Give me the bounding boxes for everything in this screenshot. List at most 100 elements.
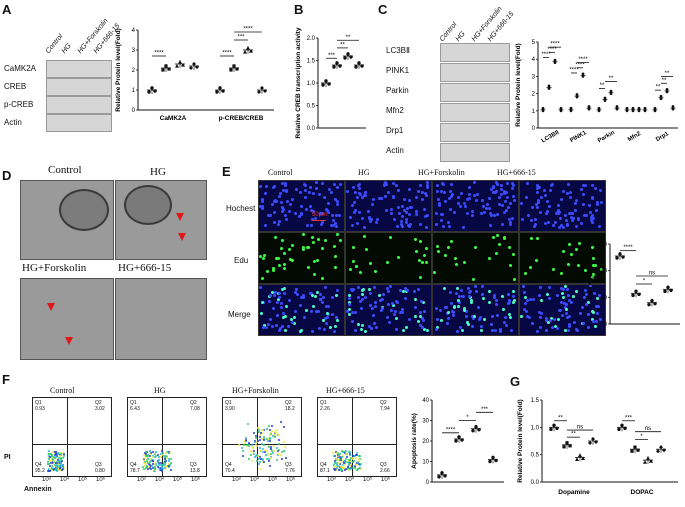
nucleus-dot	[304, 189, 307, 192]
nucleus-dot	[435, 223, 438, 226]
event-dot	[244, 440, 247, 443]
nucleus-dot	[317, 238, 320, 241]
nucleus-dot	[369, 220, 372, 223]
event-dot	[149, 459, 152, 462]
event-dot	[142, 456, 145, 459]
sig-label: **	[571, 432, 576, 438]
event-dot	[352, 458, 355, 461]
nucleus-dot	[488, 257, 491, 260]
event-dot	[62, 466, 65, 469]
event-dot	[270, 450, 273, 453]
nucleus-dot	[374, 301, 377, 304]
em-label: HG	[150, 166, 166, 178]
nucleus-dot	[569, 196, 572, 199]
blot-label: LC3BⅡ	[386, 46, 410, 55]
nucleus-dot	[276, 301, 279, 304]
nucleus-dot	[275, 257, 278, 260]
sig-label: ns	[645, 426, 651, 432]
nucleus-dot	[562, 296, 565, 299]
nucleus-dot	[472, 278, 475, 281]
nucleus-dot	[350, 288, 353, 291]
nucleus-dot	[486, 203, 489, 206]
event-dot	[154, 466, 157, 469]
nucleus-dot	[319, 293, 322, 296]
nucleus-dot	[592, 273, 595, 276]
nucleus-dot	[548, 205, 551, 208]
event-dot	[157, 465, 160, 468]
nucleus-dot	[298, 215, 301, 218]
y-tick-label: 20	[422, 439, 429, 445]
nucleus-dot	[405, 326, 408, 329]
nucleus-dot	[397, 256, 400, 259]
event-dot	[245, 437, 248, 440]
nucleus-dot	[322, 319, 325, 322]
nucleus-dot	[550, 317, 553, 320]
nucleus-dot	[401, 215, 404, 218]
event-dot	[348, 466, 351, 469]
nucleus-dot	[524, 302, 527, 305]
nucleus-dot	[375, 221, 378, 224]
event-dot	[262, 458, 265, 461]
nucleus-dot	[283, 292, 286, 295]
nucleus-dot	[508, 246, 511, 249]
nucleus-dot	[311, 218, 314, 221]
event-dot	[161, 469, 164, 472]
nucleus-dot	[458, 301, 461, 304]
event-dot	[277, 438, 280, 441]
nucleus-dot	[580, 222, 583, 225]
data-point	[615, 256, 619, 260]
event-dot	[359, 467, 362, 470]
event-dot	[57, 466, 60, 469]
event-dot	[354, 467, 357, 470]
nucleus-dot	[327, 211, 330, 214]
event-dot	[164, 455, 167, 458]
event-dot	[253, 431, 256, 434]
nucleus-dot	[526, 182, 529, 185]
event-dot	[267, 453, 270, 456]
y-axis-label: Relative Protein level(Fold)	[515, 43, 522, 126]
event-dot	[358, 454, 361, 457]
nucleus-dot	[372, 314, 375, 317]
nucleus-dot	[436, 245, 439, 248]
event-dot	[282, 440, 285, 443]
nucleus-dot	[357, 184, 360, 187]
nucleus-dot	[348, 294, 351, 297]
nucleus-dot	[266, 270, 269, 273]
flow-cytometry-plot: Q1 0.93 Q2 3.02 Q4 95.2 Q3 0.80	[32, 397, 112, 477]
nucleus-dot	[305, 208, 308, 211]
flow-axis-tick: 10⁶	[381, 477, 391, 483]
event-dot	[47, 468, 50, 471]
nucleus-dot	[386, 316, 389, 319]
event-dot	[142, 468, 145, 471]
quadrant-value: 2.66	[380, 468, 390, 474]
event-dot	[354, 456, 357, 459]
event-dot	[352, 459, 355, 462]
event-dot	[252, 446, 255, 449]
nucleus-dot	[358, 211, 361, 214]
nucleus-dot	[436, 318, 439, 321]
nucleus-dot	[531, 206, 534, 209]
nucleus-dot	[510, 329, 513, 332]
nucleus-dot	[282, 312, 285, 315]
nucleus-dot	[560, 287, 563, 290]
event-dot	[241, 447, 244, 450]
nucleus-dot	[262, 326, 265, 329]
nucleus-dot	[495, 303, 498, 306]
nucleus-dot	[335, 225, 338, 228]
data-point	[581, 72, 585, 76]
y-tick-label: 0	[532, 126, 536, 132]
nucleus-dot	[512, 184, 515, 187]
x-category-label: CaMK2A	[160, 115, 187, 122]
blot-strip	[440, 63, 510, 82]
data-point	[437, 475, 441, 479]
nucleus-dot	[566, 192, 569, 195]
sig-label: ***	[625, 415, 633, 421]
nucleus-dot	[567, 263, 570, 266]
event-dot	[47, 453, 50, 456]
nucleus-dot	[276, 314, 279, 317]
event-dot	[242, 455, 245, 458]
event-dot	[339, 468, 342, 471]
event-dot	[154, 469, 157, 472]
event-dot	[338, 454, 341, 457]
nucleus-dot	[505, 324, 508, 327]
